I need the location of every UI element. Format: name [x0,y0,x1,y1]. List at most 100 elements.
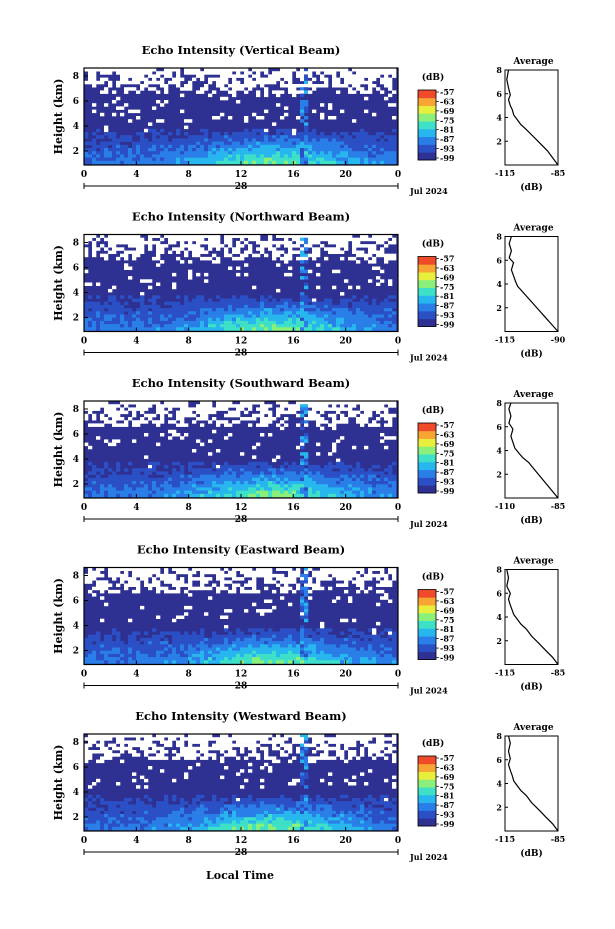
heatmap-cell [392,160,397,165]
heatmap-cell [384,436,389,440]
heatmap-cell [356,160,361,165]
heatmap-cell [128,154,133,158]
heatmap-cell [300,141,305,146]
heatmap-cell [88,407,93,411]
heatmap-cell [216,84,221,88]
heatmap-cell [368,71,373,75]
heatmap-cell [264,148,269,152]
heatmap-cell [188,577,193,581]
heatmap-cell [164,487,169,491]
heatmap-cell [192,586,197,591]
heatmap-cell [104,125,109,130]
heatmap-cell [96,641,101,645]
heatmap-cell [112,471,117,475]
heatmap-cell [144,567,149,571]
heatmap-cell [112,420,117,424]
heatmap-cell [392,477,397,482]
heatmap-cell [100,490,105,495]
heatmap-cell [276,304,281,309]
heatmap-cell [304,599,309,603]
heatmap-cell [216,240,221,245]
heatmap-cell [168,320,173,325]
heatmap-cell [104,154,109,158]
heatmap-cell [220,160,225,165]
average-x-tick-label: -110 [495,501,515,511]
heatmap-cell [152,570,157,575]
heatmap-cell [276,567,281,571]
heatmap-cell [352,314,357,318]
heatmap-cell [304,154,309,158]
heatmap-cell [84,80,89,85]
heatmap-cell [228,570,233,575]
heatmap-cell [224,493,229,498]
heatmap-cell [308,253,313,258]
heatmap-cell [252,583,257,587]
heatmap-cell [100,317,105,322]
heatmap-cell [144,650,149,655]
heatmap-cell [380,240,385,245]
heatmap-cell [344,573,349,578]
heatmap-cell [240,237,245,242]
average-x-tick-label: -115 [495,168,515,178]
heatmap-cell [96,657,101,661]
heatmap-cell [208,93,213,98]
heatmap-cell [228,573,233,578]
heatmap-cell [320,68,325,72]
heatmap-cell [256,490,261,495]
heatmap-cell [188,317,193,322]
heatmap-cell [148,481,153,485]
heatmap-cell [288,484,293,488]
heatmap-cell [308,653,313,658]
heatmap-cell [116,468,121,472]
heatmap-cell [172,567,177,571]
heatmap-cell [328,471,333,475]
heatmap-cell [272,417,277,421]
heatmap-cell [108,410,113,415]
heatmap-cell [292,634,297,639]
heatmap-cell [348,144,353,149]
heatmap-cell [228,609,233,613]
heatmap-cell [236,644,241,648]
heatmap-cell [220,420,225,424]
heatmap-cell [116,84,121,88]
heatmap-cell [364,650,369,655]
heatmap-cell [348,317,353,322]
heatmap-cell [268,135,273,139]
heatmap-cell [236,256,241,261]
heatmap-cell [112,589,117,594]
heatmap-cell [288,240,293,245]
heatmap-cell [100,471,105,475]
heatmap-cell [224,436,229,440]
heatmap-cell [248,135,253,139]
heatmap-cell [368,141,373,146]
heatmap-cell [244,160,249,165]
heatmap-cell [124,71,129,75]
heatmap-cell [84,580,89,584]
heatmap-cell [276,493,281,498]
heatmap-cell [312,237,317,242]
heatmap-cell [244,474,249,479]
heatmap-cell [380,580,385,584]
heatmap-cell [236,410,241,415]
heatmap-cell [388,404,393,408]
heatmap-cell [156,653,161,658]
heatmap-cell [332,68,337,72]
heatmap-cell [208,410,213,415]
heatmap-cell [132,407,137,411]
heatmap-cell [184,301,189,306]
heatmap-cell [300,599,305,603]
heatmap-cell [224,320,229,325]
heatmap-cell [364,74,369,78]
heatmap-cell [296,637,301,642]
heatmap-cell [108,288,113,293]
heatmap-cell [284,567,289,571]
heatmap-cell [284,311,289,315]
heatmap-cell [196,74,201,78]
heatmap-cell [176,484,181,488]
heatmap-cell [288,653,293,658]
heatmap-cell [360,237,365,242]
heatmap-cell [316,477,321,482]
heatmap-cell [112,484,117,488]
heatmap-cell [228,650,233,655]
heatmap-cell [304,493,309,498]
